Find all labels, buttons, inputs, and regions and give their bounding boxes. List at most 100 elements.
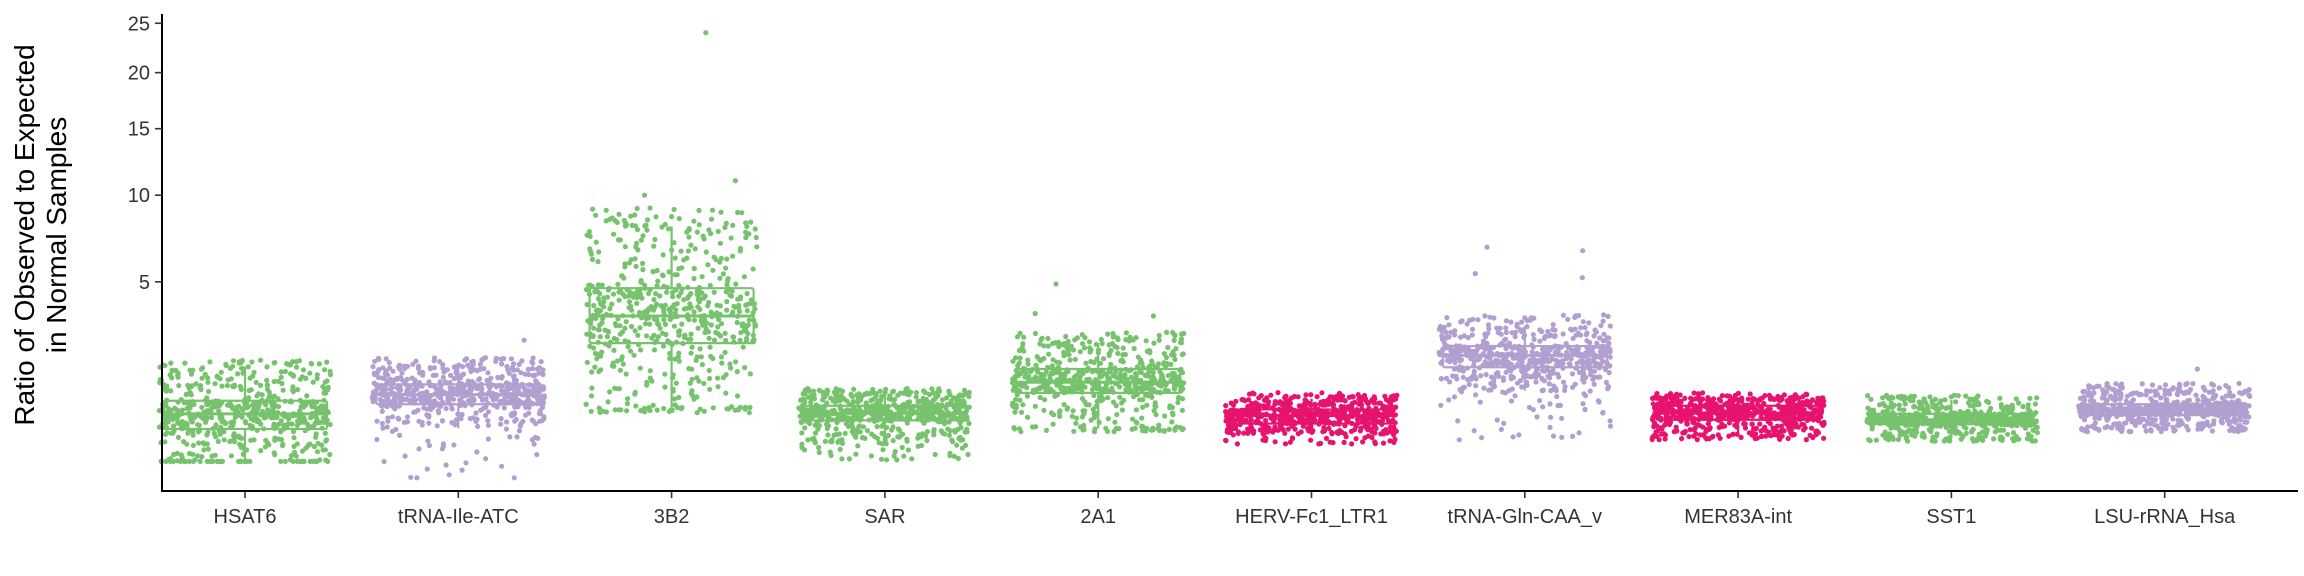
data-point [530,360,536,366]
data-point [236,433,242,439]
data-point [715,375,721,381]
data-point [181,439,187,445]
data-point [883,386,889,392]
data-point [1341,439,1347,445]
data-point [186,450,193,457]
data-point [664,289,670,295]
data-point [1671,397,1677,403]
data-point [1041,372,1047,378]
data-point [1073,420,1079,426]
data-point [390,368,396,374]
data-point [1547,358,1553,364]
data-point [874,435,881,441]
data-point [166,406,172,412]
data-point [596,405,602,411]
data-point [445,394,451,401]
data-point [254,393,260,399]
data-point [1512,334,1518,340]
data-point [944,395,950,401]
data-point [622,325,628,331]
data-point [908,406,915,412]
data-point [672,255,678,261]
data-point [1021,334,1027,340]
data-point [1282,394,1288,401]
plot-area [156,30,2253,481]
data-point [1133,372,1139,378]
data-point [372,372,378,378]
data-point [396,364,402,370]
data-point [1304,398,1310,405]
data-point [193,381,199,387]
data-point [304,393,310,399]
data-point [1547,375,1553,381]
data-point [1329,394,1336,400]
data-point [1587,340,1593,346]
data-point [1606,340,1612,346]
data-point [459,411,465,417]
data-point [694,354,700,360]
data-point [296,358,303,364]
data-point [1803,437,1809,443]
data-point [685,248,692,254]
data-point [852,407,858,413]
data-point [195,422,201,428]
category-tRNA-Gln-CAA_v [1436,244,1614,443]
data-point [1779,433,1785,439]
data-point [646,290,652,297]
category-HERV-Fc1_LTR1 [1223,390,1400,447]
data-point [1263,417,1269,424]
data-point [485,422,491,428]
data-point [954,400,960,406]
data-point [748,219,754,225]
data-point [701,408,707,414]
data-point [412,377,418,383]
data-point [1064,340,1071,346]
data-point [264,377,270,383]
data-point [1239,397,1245,403]
data-point [263,401,269,407]
data-point [445,399,451,405]
data-point [946,432,953,438]
data-point [314,375,320,382]
data-point [619,329,626,335]
data-point [319,442,325,448]
data-point [1071,428,1077,434]
data-point [1583,374,1589,381]
data-point [256,418,262,424]
data-point [701,380,707,387]
data-point [717,240,724,246]
data-point [924,437,930,444]
data-point [1803,391,1809,397]
data-point [681,297,687,303]
data-point [673,380,679,386]
data-point [839,437,845,443]
data-point [798,419,805,426]
data-point [398,399,404,405]
data-point [1393,396,1399,402]
data-point [1348,428,1355,434]
data-point [1458,389,1465,395]
data-point [1548,332,1554,338]
data-point [311,444,317,450]
data-point [644,310,650,316]
data-point [1739,398,1745,404]
data-point [707,375,713,382]
data-point [1308,392,1314,398]
data-point [590,206,596,212]
data-point [204,441,210,447]
data-point [188,392,194,398]
data-point [469,384,475,390]
data-point [1678,399,1684,405]
data-point [538,359,544,365]
data-point [299,448,306,454]
data-point [687,380,693,386]
data-point [205,446,211,452]
data-point [729,288,735,294]
data-point [1692,396,1699,402]
jitter-points [1009,281,1187,435]
data-point [303,375,309,381]
data-point [1695,391,1701,397]
data-point [735,209,741,215]
data-point [1379,417,1386,424]
data-point [798,397,804,403]
